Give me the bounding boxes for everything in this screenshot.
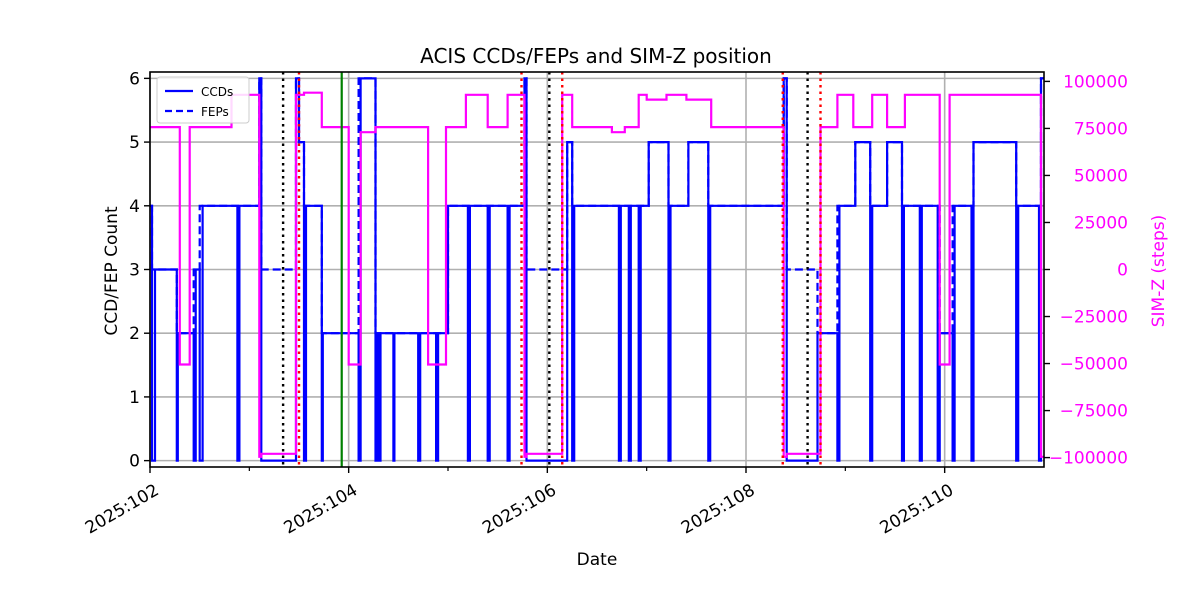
y-right-tick-label: 0: [1117, 261, 1128, 281]
vertical-lines-layer: [281, 72, 822, 467]
y-left-tick-label: 1: [129, 388, 140, 408]
y-left-tick-label: 3: [129, 261, 140, 281]
chart-title: ACIS CCDs/FEPs and SIM-Z position: [420, 44, 772, 68]
y-right-tick-label: 100000: [1063, 72, 1128, 92]
y-left-tick-label: 2: [129, 324, 140, 344]
legend-label-feps: FEPs: [201, 105, 229, 119]
legend-label-ccds: CCDs: [201, 85, 233, 99]
x-axis-label: Date: [577, 550, 618, 570]
y-right-tick-label: −75000: [1060, 402, 1128, 422]
legend: CCDs FEPs: [156, 76, 250, 124]
y-left-tick-label: 4: [129, 197, 140, 217]
y-left-tick-label: 6: [129, 69, 140, 89]
y-axis-left-label: CCD/FEP Count: [102, 206, 122, 336]
series-simz-line: [150, 91, 1044, 458]
y-right-tick-label: 75000: [1074, 119, 1128, 139]
y-axis-right-label: SIM-Z (steps): [1149, 215, 1169, 328]
y-left-tick-label: 0: [129, 452, 140, 472]
series-layer: [150, 77, 1044, 462]
y-right-tick-label: −100000: [1049, 449, 1128, 469]
y-right-tick-label: 50000: [1074, 166, 1128, 186]
y-left-tick-label: 5: [129, 133, 140, 153]
y-right-tick-label: 25000: [1074, 213, 1128, 233]
series-feps-line: [150, 77, 1044, 335]
y-right-tick-label: −50000: [1060, 355, 1128, 375]
y-right-tick-label: −25000: [1060, 308, 1128, 328]
